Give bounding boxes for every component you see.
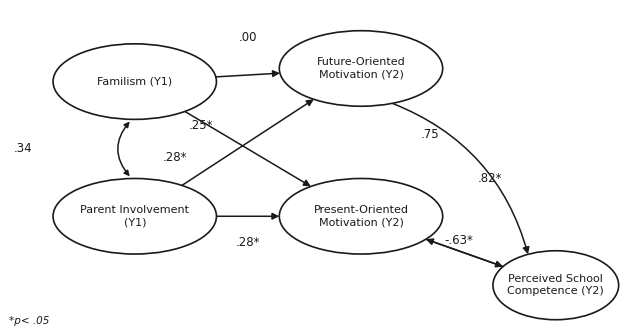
Text: .82*: .82* [477,172,501,185]
Text: .75: .75 [421,128,439,141]
Text: Perceived School
Competence (Y2): Perceived School Competence (Y2) [507,274,604,297]
FancyArrowPatch shape [426,239,501,267]
FancyArrowPatch shape [427,239,503,267]
FancyArrowPatch shape [216,71,278,77]
Text: Familism (Y1): Familism (Y1) [97,76,172,87]
Ellipse shape [280,31,443,106]
Text: .28*: .28* [236,236,260,249]
FancyArrowPatch shape [392,103,529,253]
Text: .25*: .25* [189,120,213,133]
FancyArrowPatch shape [216,213,278,219]
FancyArrowPatch shape [185,112,309,186]
Text: *p< .05: *p< .05 [9,316,49,326]
FancyArrowPatch shape [118,123,129,175]
Text: .28*: .28* [163,151,188,164]
Text: -.63*: -.63* [444,234,473,247]
Text: Parent Involvement
(Y1): Parent Involvement (Y1) [81,205,190,227]
Ellipse shape [53,44,216,119]
Ellipse shape [280,178,443,254]
Text: Present-Oriented
Motivation (Y2): Present-Oriented Motivation (Y2) [313,205,408,227]
Ellipse shape [53,178,216,254]
Text: .00: .00 [238,31,257,44]
FancyArrowPatch shape [182,100,313,185]
Text: .34: .34 [14,142,33,155]
Text: Future-Oriented
Motivation (Y2): Future-Oriented Motivation (Y2) [316,57,405,80]
Ellipse shape [493,251,619,320]
